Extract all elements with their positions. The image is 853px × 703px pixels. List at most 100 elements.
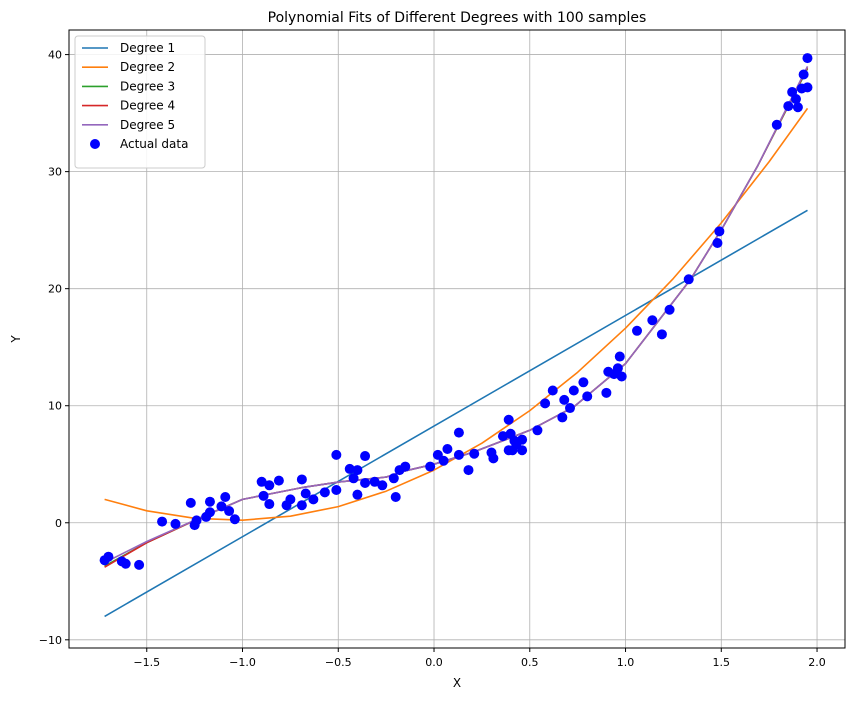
y-tick-label: −10: [39, 634, 62, 647]
data-point: [400, 461, 411, 472]
data-point: [224, 506, 235, 517]
data-point: [438, 455, 449, 466]
data-point: [503, 414, 514, 425]
data-point: [614, 351, 625, 362]
data-point: [540, 398, 551, 409]
data-point: [488, 453, 499, 464]
data-point: [369, 476, 380, 487]
data-point: [296, 474, 307, 485]
data-point: [442, 444, 453, 455]
y-tick-label: 10: [48, 400, 62, 413]
data-point: [348, 473, 359, 484]
data-point: [792, 102, 803, 113]
grid: [69, 30, 845, 648]
data-point: [258, 490, 269, 501]
data-point: [201, 511, 212, 522]
data-point: [463, 465, 474, 476]
data-point: [647, 315, 658, 326]
data-point: [771, 119, 782, 130]
x-tick-label: −1.5: [133, 656, 160, 669]
y-tick-label: 40: [48, 49, 62, 62]
data-point: [134, 559, 145, 570]
data-point: [564, 403, 575, 414]
data-point: [568, 385, 579, 396]
data-point: [256, 476, 267, 487]
data-point: [377, 480, 388, 491]
data-point: [532, 425, 543, 436]
data-point: [714, 226, 725, 237]
data-point: [664, 304, 675, 315]
data-point: [683, 274, 694, 285]
data-point: [352, 465, 363, 476]
data-point: [264, 480, 275, 491]
x-tick-label: 1.0: [617, 656, 635, 669]
data-point: [517, 434, 528, 445]
data-point: [557, 412, 568, 423]
legend-label: Actual data: [120, 137, 188, 151]
data-point: [103, 551, 114, 562]
data-point: [360, 477, 371, 488]
data-point: [798, 69, 809, 80]
y-axis-label: Y: [9, 335, 23, 344]
data-point: [170, 518, 181, 529]
data-point: [559, 394, 570, 405]
data-point: [120, 558, 131, 569]
data-point: [204, 496, 215, 507]
data-point: [285, 494, 296, 505]
x-tick-label: 1.5: [713, 656, 731, 669]
plot-frame: [68, 29, 846, 649]
data-point: [790, 94, 801, 105]
scatter-points: [99, 53, 813, 570]
series-line-degree-5: [104, 65, 809, 564]
x-axis-label: X: [453, 676, 461, 690]
data-point: [296, 500, 307, 511]
legend-marker: [90, 139, 100, 149]
data-point: [578, 377, 589, 388]
data-point: [300, 488, 311, 499]
data-point: [612, 363, 623, 374]
axis-ticks: −1.5 −1.0 −0.5 0.0 0.5 1.0 1.5 2.0 −10 0 10 20 30 40: [39, 49, 826, 669]
data-point: [616, 371, 627, 382]
data-point: [712, 238, 723, 249]
y-tick-label: 20: [48, 283, 62, 296]
data-point: [632, 325, 643, 336]
data-point: [453, 449, 464, 460]
data-point: [216, 501, 227, 512]
data-point: [656, 329, 667, 340]
legend-label: Degree 4: [120, 99, 175, 113]
legend-label: Degree 1: [120, 41, 175, 55]
data-point: [319, 487, 330, 498]
data-point: [352, 489, 363, 500]
x-tick-label: 0.0: [425, 656, 443, 669]
data-point: [497, 431, 508, 442]
data-point: [331, 484, 342, 495]
legend-label: Degree 3: [120, 79, 175, 93]
data-point: [344, 463, 355, 474]
data-point: [783, 101, 794, 112]
data-point: [390, 492, 401, 503]
data-point: [388, 473, 399, 484]
data-point: [220, 492, 231, 503]
data-point: [264, 499, 275, 510]
data-point: [469, 448, 480, 459]
y-tick-label: 30: [48, 166, 62, 179]
data-point: [191, 515, 202, 526]
data-point: [425, 461, 436, 472]
chart-title: Polynomial Fits of Different Degrees wit…: [268, 10, 647, 26]
legend: Degree 1 Degree 2 Degree 3 Degree 4 Degree 5…: [74, 35, 206, 169]
series-line-degree-3: [104, 68, 809, 567]
x-tick-label: 2.0: [808, 656, 826, 669]
series-line-degree-1: [104, 209, 808, 618]
data-point: [601, 387, 612, 398]
data-point: [185, 497, 196, 508]
data-point: [547, 385, 558, 396]
data-point: [308, 494, 319, 505]
data-point: [157, 516, 168, 527]
data-point: [582, 391, 593, 402]
x-tick-label: −1.0: [229, 656, 256, 669]
legend-box: [74, 35, 206, 169]
data-point: [453, 427, 464, 438]
data-point: [360, 451, 371, 462]
data-point: [331, 449, 342, 460]
